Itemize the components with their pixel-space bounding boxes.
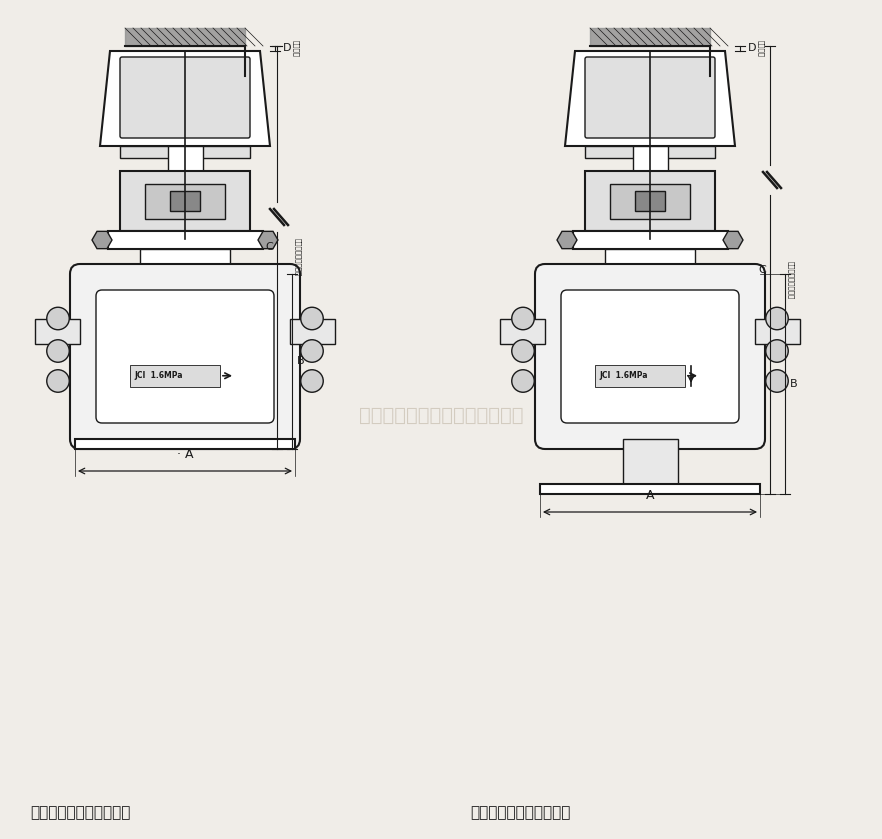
Bar (605, 249, 695, 274)
Ellipse shape (47, 340, 70, 362)
Bar (635, 191, 665, 211)
Ellipse shape (47, 307, 70, 330)
Polygon shape (723, 232, 743, 248)
Bar (35, 319, 80, 344)
Polygon shape (258, 232, 278, 248)
Text: JCI  1.6MPa: JCI 1.6MPa (134, 371, 183, 380)
Text: · A: · A (176, 448, 193, 461)
Bar (145, 184, 225, 219)
Ellipse shape (301, 340, 323, 362)
Text: D: D (748, 43, 757, 53)
Text: 顶留尺寸: 顶留尺寸 (293, 39, 300, 56)
Ellipse shape (512, 370, 534, 393)
Bar (500, 319, 545, 344)
FancyBboxPatch shape (96, 290, 274, 423)
Bar (75, 439, 295, 449)
Ellipse shape (766, 370, 789, 393)
Text: 图二、三通阀外形尺寸图: 图二、三通阀外形尺寸图 (470, 805, 571, 820)
Text: 顶留尺寸: 顶留尺寸 (758, 39, 765, 56)
Ellipse shape (766, 340, 789, 362)
Bar (595, 365, 685, 387)
Bar (610, 184, 690, 219)
Bar (585, 146, 715, 158)
Bar (108, 231, 263, 249)
Polygon shape (100, 51, 270, 146)
Text: 阀与驱动器安装尺寸: 阀与驱动器安装尺寸 (295, 238, 302, 276)
Text: B: B (297, 356, 304, 366)
Text: C: C (759, 265, 766, 275)
Text: 上海通达机电工程股份有限公司: 上海通达机电工程股份有限公司 (359, 405, 523, 425)
FancyBboxPatch shape (535, 264, 765, 449)
Polygon shape (557, 232, 577, 248)
Text: C: C (265, 242, 273, 252)
FancyBboxPatch shape (70, 264, 300, 449)
Ellipse shape (512, 340, 534, 362)
Ellipse shape (766, 307, 789, 330)
FancyBboxPatch shape (120, 57, 250, 138)
Bar (633, 146, 668, 171)
Ellipse shape (47, 370, 70, 393)
Bar (130, 365, 220, 387)
Bar (170, 191, 200, 211)
Text: 图一、二通阀外形尺寸图: 图一、二通阀外形尺寸图 (30, 805, 131, 820)
Bar (168, 146, 203, 171)
Bar (540, 484, 760, 494)
Text: D: D (283, 43, 291, 53)
Bar (290, 319, 335, 344)
Ellipse shape (301, 370, 323, 393)
Bar (140, 249, 230, 274)
Ellipse shape (301, 307, 323, 330)
Bar (585, 171, 715, 231)
Ellipse shape (512, 307, 534, 330)
Bar (573, 231, 728, 249)
Text: JCI  1.6MPa: JCI 1.6MPa (599, 371, 647, 380)
Bar (120, 171, 250, 231)
Text: A: A (646, 489, 654, 502)
Bar (755, 319, 800, 344)
Polygon shape (565, 51, 735, 146)
FancyBboxPatch shape (585, 57, 715, 138)
Polygon shape (92, 232, 112, 248)
FancyBboxPatch shape (561, 290, 739, 423)
Bar (623, 439, 678, 484)
Text: 阀与驱动器安装尺寸: 阀与驱动器安装尺寸 (788, 261, 795, 300)
Text: B: B (790, 379, 797, 389)
Bar (120, 146, 250, 158)
